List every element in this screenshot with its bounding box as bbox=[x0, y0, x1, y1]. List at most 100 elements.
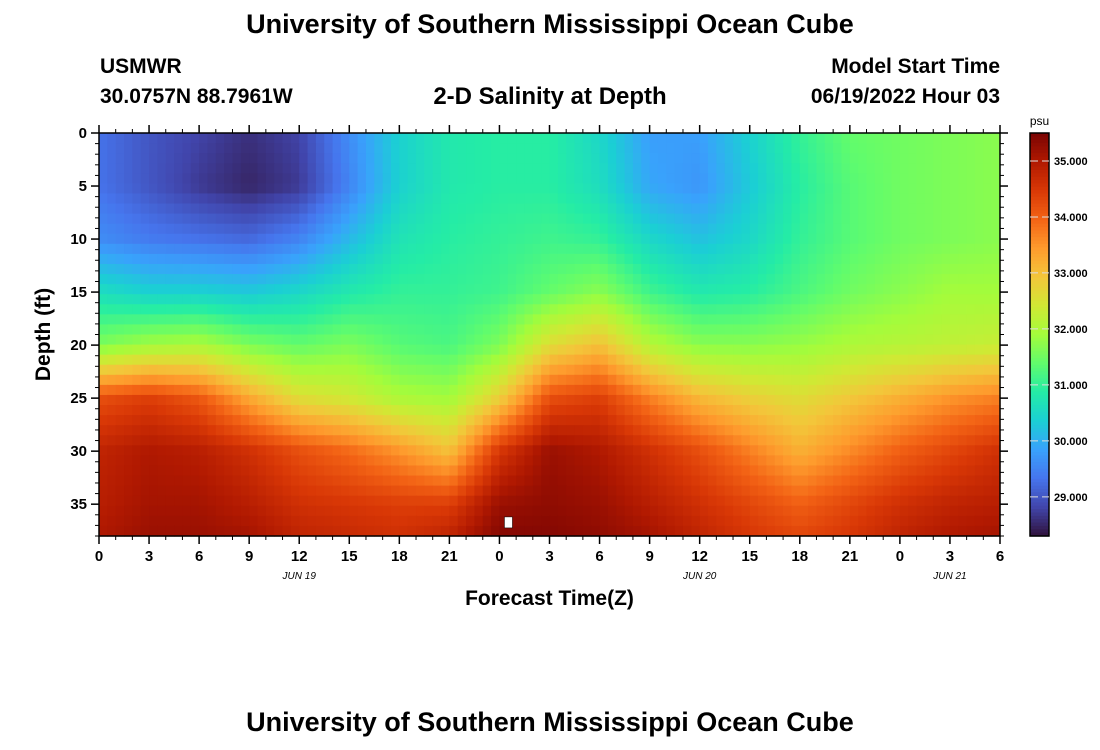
heatmap-cell bbox=[382, 495, 392, 507]
heatmap-cell bbox=[616, 143, 626, 154]
heatmap-cell bbox=[924, 445, 934, 456]
heatmap-cell bbox=[332, 193, 342, 205]
heatmap-cell bbox=[766, 525, 776, 537]
x-date-label: JUN 21 bbox=[932, 571, 966, 582]
heatmap-cell bbox=[899, 445, 909, 456]
heatmap-cell bbox=[541, 475, 551, 487]
heatmap-cell bbox=[482, 274, 492, 285]
heatmap-cell bbox=[891, 263, 901, 275]
heatmap-cell bbox=[607, 173, 617, 184]
heatmap-cell bbox=[224, 274, 234, 285]
heatmap-cell bbox=[749, 304, 759, 315]
heatmap-cell bbox=[716, 294, 726, 305]
heatmap-cell bbox=[457, 394, 467, 406]
heatmap-cell bbox=[816, 374, 826, 386]
heatmap-cell bbox=[983, 223, 993, 235]
heatmap-cell bbox=[432, 405, 442, 416]
heatmap-cell bbox=[441, 435, 450, 446]
heatmap-cell bbox=[524, 465, 534, 477]
heatmap-cell bbox=[991, 213, 1001, 225]
heatmap-cell bbox=[357, 133, 367, 144]
heatmap-cell bbox=[457, 344, 467, 356]
heatmap-cell bbox=[307, 314, 317, 326]
heatmap-cell bbox=[374, 525, 384, 537]
heatmap-cell bbox=[783, 203, 793, 215]
heatmap-cell bbox=[908, 133, 918, 144]
heatmap-cell bbox=[541, 274, 551, 285]
heatmap-cell bbox=[733, 425, 742, 436]
heatmap-cell bbox=[140, 394, 150, 406]
heatmap-cell bbox=[157, 354, 167, 366]
heatmap-cell bbox=[808, 485, 818, 497]
heatmap-cell bbox=[607, 485, 617, 497]
heatmap-cell bbox=[966, 274, 976, 285]
heatmap-cell bbox=[933, 263, 943, 275]
heatmap-cell bbox=[708, 253, 717, 265]
heatmap-cell bbox=[524, 193, 534, 205]
heatmap-cell bbox=[449, 183, 459, 195]
heatmap-cell bbox=[549, 505, 559, 517]
heatmap-cell bbox=[641, 384, 651, 396]
heatmap-cell bbox=[958, 183, 968, 195]
heatmap-cell bbox=[858, 394, 868, 406]
heatmap-cell bbox=[149, 334, 158, 346]
heatmap-cell bbox=[390, 405, 400, 416]
heatmap-cell bbox=[858, 465, 868, 477]
heatmap-cell bbox=[899, 515, 909, 527]
heatmap-cell bbox=[307, 173, 317, 184]
heatmap-cell bbox=[674, 324, 684, 336]
heatmap-cell bbox=[290, 133, 300, 144]
heatmap-cell bbox=[466, 354, 476, 366]
heatmap-cell bbox=[808, 143, 818, 154]
heatmap-cell bbox=[866, 495, 876, 507]
heatmap-cell bbox=[290, 495, 300, 507]
heatmap-cell bbox=[340, 475, 350, 487]
heatmap-cell bbox=[199, 294, 209, 305]
heatmap-cell bbox=[482, 455, 492, 467]
heatmap-cell bbox=[699, 133, 709, 144]
heatmap-cell bbox=[708, 243, 717, 255]
heatmap-cell bbox=[699, 425, 709, 436]
heatmap-cell bbox=[833, 284, 843, 295]
heatmap-cell bbox=[124, 324, 133, 336]
heatmap-cell bbox=[699, 284, 709, 295]
heatmap-cell bbox=[666, 304, 676, 315]
heatmap-cell bbox=[215, 475, 225, 487]
heatmap-cell bbox=[407, 485, 417, 497]
heatmap-cell bbox=[749, 415, 759, 426]
heatmap-cell bbox=[708, 394, 717, 406]
heatmap-cell bbox=[549, 274, 559, 285]
heatmap-cell bbox=[699, 384, 709, 396]
heatmap-cell bbox=[399, 163, 409, 174]
heatmap-cell bbox=[390, 243, 400, 255]
heatmap-cell bbox=[657, 505, 667, 517]
heatmap-cell bbox=[833, 505, 843, 517]
heatmap-cell bbox=[808, 133, 818, 144]
heatmap-cell bbox=[407, 475, 417, 487]
heatmap-cell bbox=[224, 495, 234, 507]
heatmap-cell bbox=[908, 223, 918, 235]
heatmap-cell bbox=[616, 465, 626, 477]
heatmap-cell bbox=[883, 133, 893, 144]
heatmap-cell bbox=[107, 294, 117, 305]
heatmap-cell bbox=[424, 143, 434, 154]
heatmap-cell bbox=[149, 294, 158, 305]
heatmap-cell bbox=[874, 475, 884, 487]
heatmap-cell bbox=[157, 505, 167, 517]
heatmap-cell bbox=[482, 495, 492, 507]
heatmap-cell bbox=[891, 435, 901, 446]
heatmap-cell bbox=[966, 465, 976, 477]
heatmap-cell bbox=[549, 243, 559, 255]
heatmap-cell bbox=[649, 324, 659, 336]
heatmap-cell bbox=[182, 455, 192, 467]
heatmap-cell bbox=[232, 364, 242, 376]
heatmap-cell bbox=[215, 364, 225, 376]
heatmap-cell bbox=[841, 314, 851, 326]
heatmap-cell bbox=[274, 223, 284, 235]
heatmap-cell bbox=[524, 425, 534, 436]
heatmap-cell bbox=[282, 525, 292, 537]
heatmap-cell bbox=[591, 284, 601, 295]
heatmap-cell bbox=[616, 233, 626, 245]
heatmap-cell bbox=[449, 223, 459, 235]
heatmap-cell bbox=[215, 344, 225, 356]
